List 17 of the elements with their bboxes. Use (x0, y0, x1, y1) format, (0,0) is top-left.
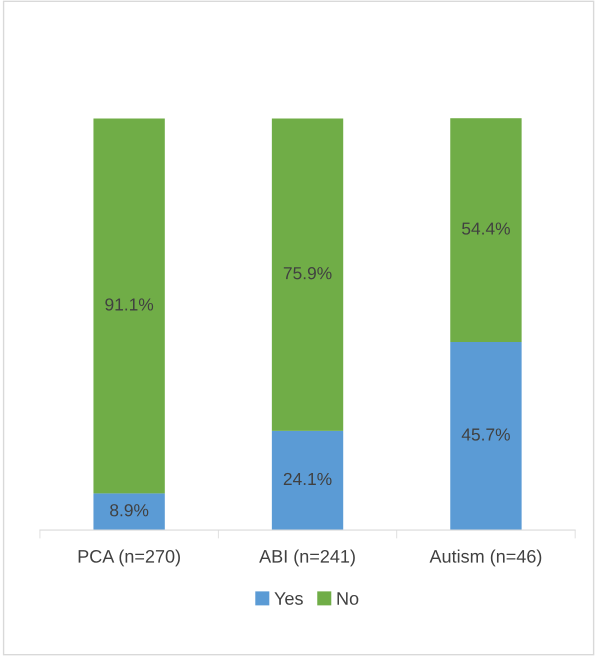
legend-label: No (337, 592, 358, 605)
legend-label: Yes (274, 592, 303, 605)
x-tick-label: PCA (n=270) (78, 549, 180, 566)
x-tick-label: Autism (n=46) (430, 549, 542, 566)
data-label: 24.1% (284, 472, 332, 486)
bar (93, 118, 165, 494)
data-label: 75.9% (284, 267, 332, 280)
bar (272, 430, 344, 530)
data-label: 45.7% (462, 428, 510, 441)
data-label: 54.4% (462, 222, 510, 235)
data-label: 8.9% (110, 504, 148, 516)
bar (450, 118, 522, 342)
bar (93, 493, 165, 530)
data-label: 91.1% (105, 298, 154, 311)
x-tick-label: ABI (n=241) (259, 549, 355, 566)
bar (272, 118, 344, 431)
bar (450, 342, 522, 530)
